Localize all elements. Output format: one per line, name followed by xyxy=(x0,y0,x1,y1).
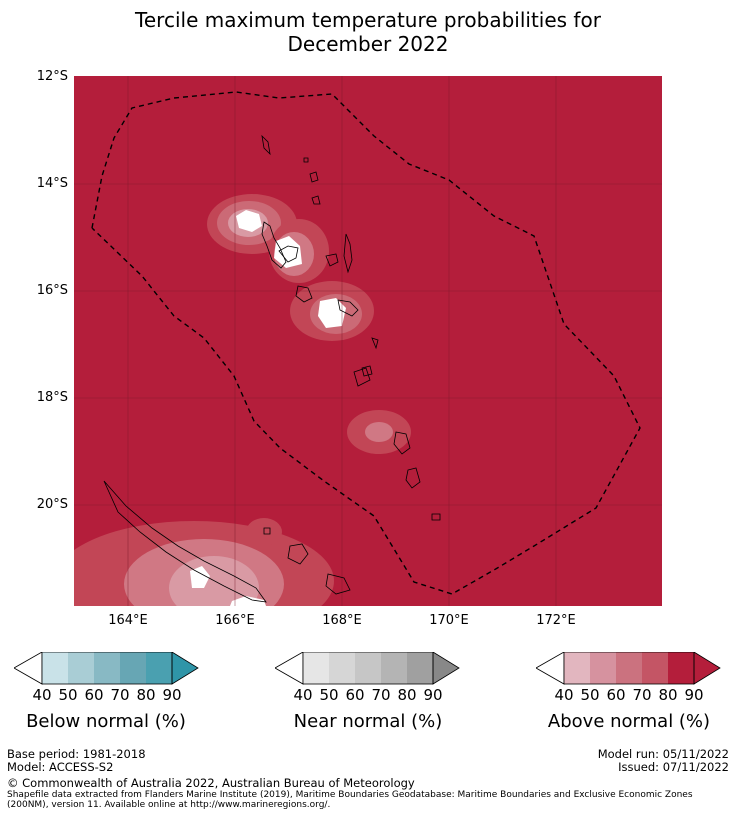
cb-above-tick: 90 xyxy=(684,686,704,704)
cb-near-tick: 80 xyxy=(397,686,417,704)
colorbar-title-above: Above normal (%) xyxy=(547,711,711,732)
shapefile-credit: Shapefile data extracted from Flanders M… xyxy=(7,790,729,810)
lat-label-14s: 14°S xyxy=(36,176,68,191)
colorbar-title-near: Near normal (%) xyxy=(293,711,443,732)
cb-above-tick: 40 xyxy=(554,686,574,704)
map-background xyxy=(74,76,662,606)
colorbar-below-normal xyxy=(14,652,199,685)
lat-label-12s: 12°S xyxy=(36,69,68,84)
cb-above-tick: 80 xyxy=(658,686,678,704)
new-caledonia xyxy=(103,480,351,603)
footer-left: Base period: 1981-2018 Model: ACCESS-S2 xyxy=(7,748,146,774)
lon-label-170e: 170°E xyxy=(429,613,469,628)
title-line-1: Tercile maximum temperature probabilitie… xyxy=(135,8,601,32)
graticule xyxy=(74,76,662,606)
footer-right: Model run: 05/11/2022 Issued: 07/11/2022 xyxy=(598,748,729,774)
map-panel xyxy=(74,76,662,606)
cb-above-tick: 50 xyxy=(580,686,600,704)
lon-label-172e: 172°E xyxy=(536,613,576,628)
vanuatu-islands xyxy=(261,134,441,521)
shapefile-credit-1: Shapefile data extracted from Flanders M… xyxy=(7,790,693,800)
title-line-2: December 2022 xyxy=(287,32,449,56)
cb-below-tick: 90 xyxy=(162,686,182,704)
colorbar-title-below: Below normal (%) xyxy=(26,711,186,732)
lon-label-168e: 168°E xyxy=(322,613,362,628)
lon-label-164e: 164°E xyxy=(108,613,148,628)
map-title: Tercile maximum temperature probabilitie… xyxy=(0,8,736,56)
cb-below-tick: 60 xyxy=(84,686,104,704)
lat-label-16s: 16°S xyxy=(36,283,68,298)
cb-below-tick: 50 xyxy=(58,686,78,704)
base-period: Base period: 1981-2018 xyxy=(7,747,146,761)
copyright: © Commonwealth of Australia 2022, Austra… xyxy=(7,776,415,790)
model-name: Model: ACCESS-S2 xyxy=(7,760,114,774)
cb-near-tick: 90 xyxy=(423,686,443,704)
cb-above-tick: 70 xyxy=(632,686,652,704)
lon-label-166e: 166°E xyxy=(215,613,255,628)
lat-label-20s: 20°S xyxy=(36,497,68,512)
colorbar-near-normal xyxy=(275,652,460,685)
cb-near-tick: 60 xyxy=(345,686,365,704)
cb-below-tick: 80 xyxy=(136,686,156,704)
cb-above-tick: 60 xyxy=(606,686,626,704)
cb-below-tick: 40 xyxy=(32,686,52,704)
issued-date: Issued: 07/11/2022 xyxy=(618,760,729,774)
cb-near-tick: 70 xyxy=(371,686,391,704)
cb-below-tick: 70 xyxy=(110,686,130,704)
cb-near-tick: 40 xyxy=(293,686,313,704)
model-run: Model run: 05/11/2022 xyxy=(597,747,729,761)
colorbar-above-normal xyxy=(536,652,721,685)
lat-label-18s: 18°S xyxy=(36,390,68,405)
shapefile-credit-2: (200NM), version 11. Available online at… xyxy=(7,800,331,810)
cb-near-tick: 50 xyxy=(319,686,339,704)
